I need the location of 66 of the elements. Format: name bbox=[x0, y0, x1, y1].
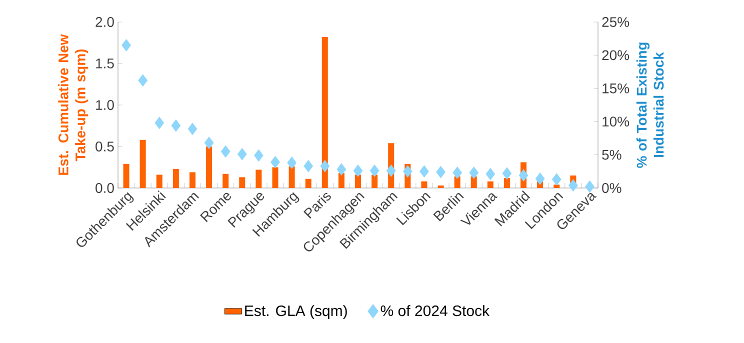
y-tick-label: 1.0 bbox=[96, 100, 114, 110]
point bbox=[353, 164, 363, 177]
bar bbox=[272, 167, 278, 188]
legend-label: % of 2024 Stock bbox=[380, 305, 490, 316]
point bbox=[237, 148, 247, 160]
y-axis-title: Est. Cumulative New Take-up (m sqm) bbox=[58, 34, 88, 175]
bar bbox=[421, 181, 428, 188]
point bbox=[469, 166, 479, 179]
point bbox=[420, 165, 429, 178]
point bbox=[220, 145, 230, 158]
point bbox=[270, 156, 280, 168]
y2-tick-label: 20% bbox=[602, 50, 630, 60]
point bbox=[568, 179, 578, 192]
legend-label: Est. GLA (sqm) bbox=[245, 305, 347, 320]
point bbox=[386, 164, 396, 177]
bar bbox=[256, 170, 262, 188]
bar bbox=[222, 174, 229, 188]
point bbox=[585, 180, 594, 193]
bar bbox=[172, 168, 179, 188]
y2-tick-label: 10% bbox=[602, 116, 630, 127]
bar bbox=[355, 174, 362, 188]
bar bbox=[189, 172, 196, 188]
bar bbox=[554, 184, 560, 188]
bar bbox=[454, 176, 460, 188]
point bbox=[122, 39, 131, 52]
bar bbox=[239, 177, 246, 188]
y2-tick-label: 15% bbox=[602, 83, 630, 94]
point bbox=[154, 116, 164, 130]
point bbox=[452, 166, 462, 179]
point bbox=[204, 136, 214, 150]
point bbox=[138, 74, 148, 87]
point bbox=[370, 164, 380, 177]
point bbox=[402, 165, 412, 178]
point bbox=[188, 122, 198, 136]
y-tick-label: 0.5 bbox=[96, 142, 114, 152]
bar bbox=[372, 174, 378, 188]
bar bbox=[305, 178, 312, 188]
point bbox=[486, 168, 496, 180]
point bbox=[287, 156, 296, 169]
bar bbox=[140, 140, 146, 188]
y2-tick-label: 25% bbox=[602, 17, 630, 27]
bar bbox=[156, 174, 162, 188]
y2-tick-label: 5% bbox=[602, 150, 622, 160]
bar bbox=[504, 178, 510, 188]
point bbox=[304, 160, 314, 172]
bar bbox=[470, 176, 477, 188]
point bbox=[171, 119, 181, 132]
point bbox=[320, 160, 330, 172]
point bbox=[535, 172, 545, 185]
point bbox=[254, 149, 264, 162]
point bbox=[552, 173, 562, 186]
bar bbox=[338, 173, 344, 188]
bar bbox=[123, 164, 130, 188]
point bbox=[436, 166, 446, 178]
bar bbox=[487, 181, 494, 188]
point bbox=[336, 163, 346, 176]
y2-tick-label: 0% bbox=[602, 183, 622, 193]
bar bbox=[288, 166, 295, 188]
y2-axis-title: % of Total Existing Industrial Stock bbox=[636, 42, 664, 168]
bar bbox=[322, 36, 328, 188]
y-tick-label: 1.5 bbox=[96, 58, 114, 68]
point bbox=[502, 167, 512, 180]
y-tick-label: 0.0 bbox=[96, 183, 114, 193]
y-tick-label: 2.0 bbox=[96, 17, 114, 27]
point bbox=[518, 169, 528, 182]
bar bbox=[206, 146, 212, 188]
